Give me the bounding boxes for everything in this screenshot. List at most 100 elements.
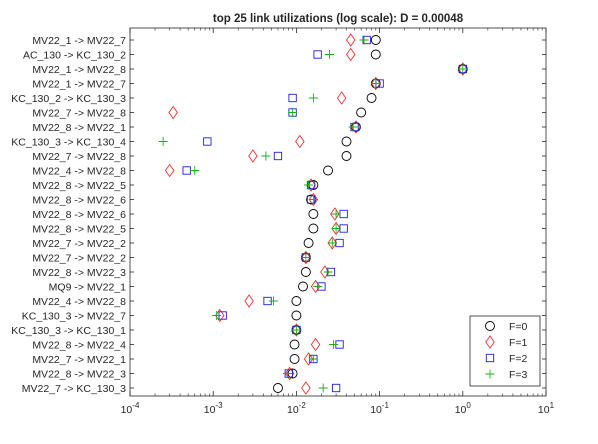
point-diamond	[168, 105, 178, 120]
point-circle	[323, 165, 333, 176]
x-tick-exponent: 1	[550, 401, 555, 410]
x-tick-base: 10	[204, 404, 216, 416]
point-diamond	[458, 62, 468, 76]
x-tick-base: 10	[287, 404, 299, 416]
y-tick-label: MV22_8 -> MV22_4	[32, 340, 126, 352]
y-tick-label: MV22_1 -> MV22_8	[32, 64, 126, 76]
y-tick-label: MV22_8 -> MV22_6	[32, 209, 126, 221]
y-tick-label: KC_130_3 -> KC_130_1	[11, 325, 126, 337]
y-tick-label: KC_130_2 -> KC_130_3	[11, 93, 126, 105]
point-plus	[359, 35, 369, 45]
point-plus	[304, 180, 314, 190]
y-tick-label: MQ9 -> MV22_1	[49, 282, 126, 294]
point-square	[288, 93, 297, 103]
x-tick-exponent: 0	[466, 401, 471, 410]
point-circle	[289, 354, 300, 364]
y-tick-label: KC_130_3 -> MV22_7	[22, 311, 126, 323]
point-square	[203, 137, 212, 146]
point-circle	[341, 151, 352, 161]
x-tick-exponent: -3	[215, 401, 223, 410]
y-tick-label: MV22_8 -> MV22_3	[32, 369, 126, 381]
point-diamond	[301, 381, 311, 395]
point-plus	[313, 282, 323, 291]
point-circle	[272, 383, 283, 393]
point-circle	[291, 296, 302, 306]
x-tick-labels: 10-4 10-3 10-2 10-1 100 101	[121, 401, 555, 416]
point-square	[273, 151, 283, 161]
y-tick-label: MV22_7 -> MV22_8	[32, 151, 126, 163]
point-plus	[323, 267, 333, 277]
y-tick-label: MV22_7 -> MV22_2	[32, 253, 126, 265]
point-plus	[318, 383, 328, 393]
point-plus	[371, 79, 381, 88]
legend-box	[469, 315, 541, 387]
y-tick-label: MV22_7 -> MV22_8	[32, 108, 126, 120]
point-diamond	[303, 352, 314, 366]
legend-marker-circle	[485, 321, 495, 331]
point-square	[331, 383, 341, 393]
point-diamond	[331, 221, 341, 236]
x-tick-exponent: -1	[382, 401, 390, 410]
data-points	[158, 33, 468, 395]
point-circle	[370, 49, 381, 60]
point-diamond	[345, 33, 356, 47]
point-plus	[288, 108, 298, 117]
point-diamond	[244, 294, 254, 308]
point-plus	[458, 64, 468, 74]
point-circle	[308, 223, 319, 234]
y-tick-label: MV22_8 -> MV22_5	[32, 180, 126, 192]
point-diamond	[248, 149, 258, 163]
x-tick-label: 10-4	[121, 401, 140, 416]
x-tick-label: 10-2	[287, 401, 306, 416]
point-plus	[331, 209, 341, 219]
point-plus	[190, 166, 200, 175]
point-plus	[291, 325, 301, 335]
tick-layer	[129, 28, 547, 396]
point-plus	[329, 340, 339, 349]
y-tick-label: MV22_7 -> MV22_2	[32, 238, 126, 250]
x-tick-label: 10-3	[204, 401, 223, 416]
point-circle	[303, 238, 314, 248]
point-square	[313, 50, 322, 59]
y-tick-label: MV22_7 -> MV22_1	[32, 354, 126, 366]
point-circle	[341, 136, 352, 147]
point-plus	[308, 195, 318, 204]
chart-title: top 25 link utilizations (log scale): D …	[213, 13, 464, 25]
point-circle	[370, 35, 381, 45]
y-tick-label: MV22_8 -> MV22_1	[32, 122, 126, 134]
point-plus	[261, 151, 271, 161]
point-plus	[331, 224, 341, 233]
y-tick-label: MV22_1 -> MV22_7	[32, 35, 126, 47]
x-tick-base: 10	[121, 404, 133, 416]
legend-marker-plus	[485, 369, 495, 379]
x-tick-exponent: -2	[299, 401, 307, 410]
y-tick-label: MV22_1 -> MV22_7	[32, 79, 126, 91]
point-diamond	[336, 91, 347, 105]
y-tick-label: MV22_7 -> KC_130_3	[22, 383, 126, 395]
point-diamond	[164, 163, 175, 178]
legend-label: F=0	[509, 321, 528, 333]
y-tick-label: AC_130 -> KC_130_2	[23, 50, 126, 62]
legend: F=0 F=1 F=2 F=3	[469, 315, 541, 387]
x-tick-label: 100	[455, 401, 472, 416]
legend-label: F=1	[509, 337, 528, 349]
x-tick-base: 10	[538, 404, 550, 416]
point-diamond	[310, 279, 321, 294]
point-diamond	[327, 236, 338, 250]
y-tick-label: KC_130_3 -> KC_130_4	[11, 137, 126, 149]
x-tick-label: 10-1	[370, 401, 389, 416]
y-tick-label: MV22_4 -> MV22_8	[32, 296, 126, 308]
legend-marker-square	[485, 353, 495, 363]
point-diamond	[295, 134, 305, 149]
point-plus	[327, 238, 337, 248]
point-plus	[158, 137, 168, 146]
point-circle	[366, 93, 377, 103]
point-circle	[289, 339, 300, 350]
point-diamond	[301, 250, 311, 265]
x-tick-exponent: -4	[132, 401, 140, 410]
point-circle	[291, 310, 302, 321]
point-circle	[308, 209, 319, 219]
point-plus	[212, 311, 222, 320]
